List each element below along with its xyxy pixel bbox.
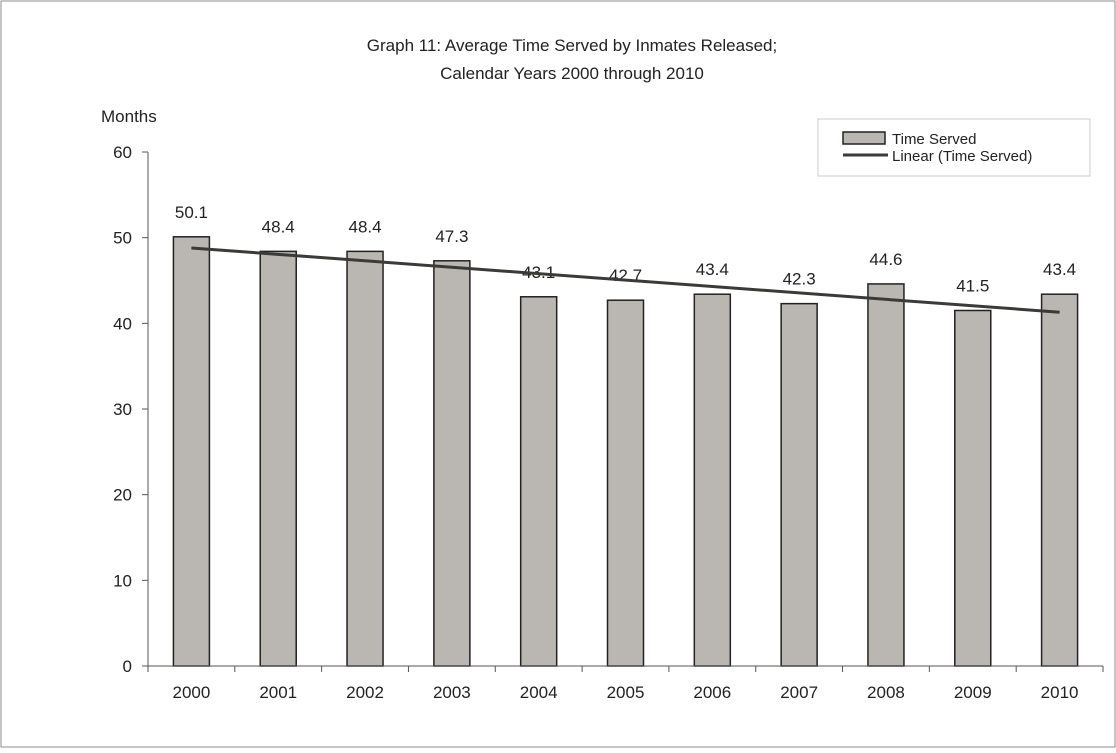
x-tick-label: 2004 [520, 683, 558, 702]
y-tick-label: 60 [113, 143, 132, 162]
bar-2001 [259, 250, 297, 667]
x-tick-label: 2005 [607, 683, 645, 702]
bar-2010 [1040, 293, 1079, 667]
legend: Time Served Linear (Time Served) [817, 118, 1091, 177]
bar-series [172, 236, 1079, 667]
data-labels: 50.148.448.447.343.142.743.442.344.641.5… [175, 203, 1076, 296]
bar-2009 [954, 309, 992, 667]
data-label: 42.3 [783, 270, 816, 289]
bar-2006 [693, 293, 732, 667]
y-tick-label: 10 [113, 571, 132, 590]
y-tick-label: 40 [113, 314, 132, 333]
bar-2004 [519, 296, 558, 667]
bar-2003 [433, 260, 471, 667]
x-tick-label: 2006 [693, 683, 731, 702]
chart-title-line1: Graph 11: Average Time Served by Inmates… [367, 36, 777, 55]
y-tick-label: 30 [113, 400, 132, 419]
y-axis-label: Months [101, 107, 157, 126]
data-label: 47.3 [435, 227, 468, 246]
x-tick-label: 2010 [1041, 683, 1079, 702]
data-label: 41.5 [956, 276, 989, 295]
x-tick-label: 2007 [780, 683, 818, 702]
y-tick-label: 50 [113, 229, 132, 248]
legend-label-trendline: Linear (Time Served) [892, 148, 1032, 165]
data-label: 43.4 [696, 260, 729, 279]
x-tick-label: 2000 [172, 683, 210, 702]
y-axis-ticks: 0 10 20 30 40 50 60 [113, 143, 148, 676]
data-label: 43.4 [1043, 260, 1076, 279]
legend-swatch-bar [842, 131, 886, 145]
y-tick-label: 0 [123, 657, 132, 676]
x-tick-label: 2002 [346, 683, 384, 702]
bar-2000 [172, 236, 211, 667]
bar-2005 [606, 299, 645, 667]
x-axis-ticks: 2000 2001 2002 2003 2004 2005 2006 2007 2008 2009… [147, 666, 1104, 702]
data-label: 50.1 [175, 203, 208, 222]
bar-2002 [346, 250, 384, 667]
data-label: 48.4 [348, 217, 381, 236]
x-tick-label: 2008 [867, 683, 905, 702]
legend-box [817, 118, 1091, 177]
data-label: 48.4 [262, 217, 295, 236]
legend-label-time-served: Time Served [892, 131, 976, 148]
x-tick-label: 2003 [433, 683, 471, 702]
bar-2008 [867, 283, 905, 667]
y-tick-label: 20 [113, 486, 132, 505]
data-label: 44.6 [869, 250, 902, 269]
x-tick-label: 2001 [259, 683, 297, 702]
x-tick-label: 2009 [954, 683, 992, 702]
trend-line [191, 246, 1060, 314]
chart-title-line2: Calendar Years 2000 through 2010 [440, 64, 704, 83]
bar-2007 [780, 302, 818, 667]
